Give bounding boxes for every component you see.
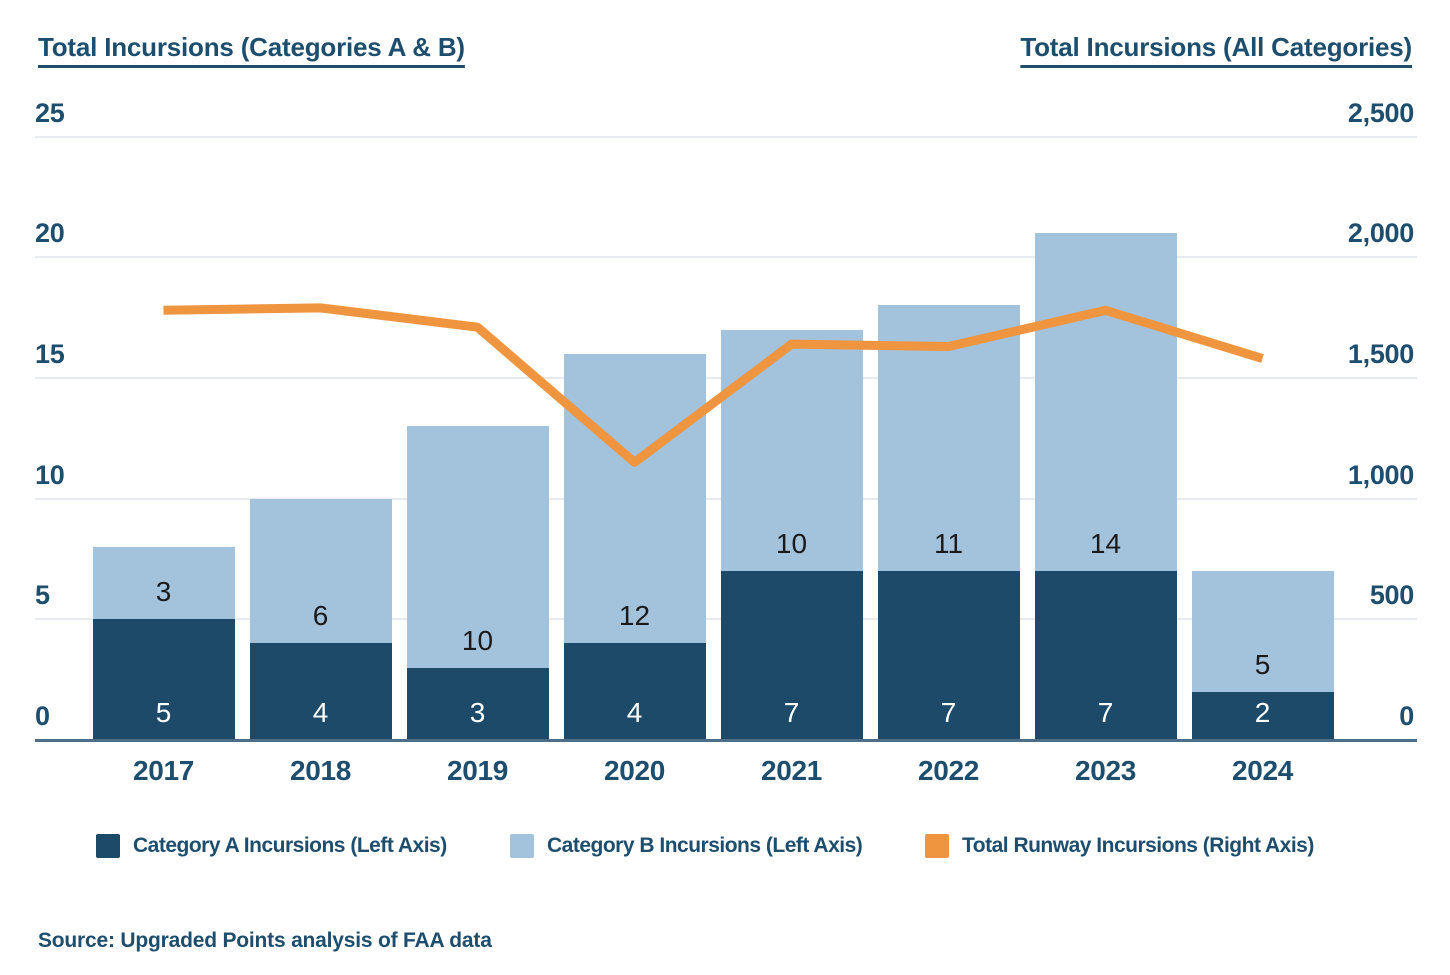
bar-category-a-2024 — [1191, 691, 1334, 740]
legend-label: Category B Incursions (Left Axis) — [547, 834, 863, 857]
bar-value-label-b-2019: 10 — [461, 624, 494, 656]
legend-label: Category A Incursions (Left Axis) — [133, 834, 447, 857]
right-axis-tick-label: 2,000 — [1347, 218, 1414, 249]
bar-value-label-a-2024: 2 — [1254, 697, 1271, 728]
legend-item-2: Category B Incursions (Left Axis) — [510, 834, 863, 858]
bar-value-label-a-2022: 7 — [940, 697, 957, 728]
bar-category-b-2018 — [249, 498, 392, 644]
bar-category-a-2023 — [1034, 571, 1177, 740]
bar-value-label-a-2021: 7 — [783, 697, 800, 728]
gridline — [35, 135, 1417, 138]
left-axis-tick-label: 25 — [35, 97, 65, 128]
right-axis-tick-label: 2,500 — [1347, 97, 1414, 128]
bar-category-b-2023 — [1034, 233, 1177, 571]
gridline — [35, 256, 1417, 259]
bar-value-label-b-2021: 10 — [775, 528, 808, 560]
left-axis-tick-label: 20 — [35, 218, 65, 249]
x-axis-label-2018: 2018 — [289, 755, 352, 786]
x-axis-label-2021: 2021 — [760, 755, 823, 786]
x-axis-label-2020: 2020 — [603, 755, 666, 786]
legend-swatch-icon — [96, 834, 120, 858]
legend-item-3: Total Runway Incursions (Right Axis) — [925, 834, 1314, 858]
right-axis-tick-label: 1,000 — [1347, 459, 1414, 490]
bar-category-a-2021 — [720, 571, 863, 740]
left-axis-title: Total Incursions (Categories A & B) — [38, 32, 465, 62]
bar-category-a-2022 — [877, 571, 1020, 740]
left-axis-tick-label: 0 — [35, 701, 50, 731]
bar-category-a-2020 — [563, 643, 706, 740]
source-note: Source: Upgraded Points analysis of FAA … — [38, 929, 492, 952]
left-axis-tick-label: 5 — [35, 580, 50, 611]
legend-item-1: Category A Incursions (Left Axis) — [96, 834, 447, 858]
bar-value-label-b-2024: 5 — [1254, 648, 1271, 680]
bar-category-b-2024 — [1191, 571, 1334, 692]
right-axis-title: Total Incursions (All Categories) — [1020, 32, 1412, 62]
x-axis-label-2024: 2024 — [1231, 755, 1294, 786]
bar-value-label-b-2022: 11 — [933, 528, 964, 560]
bar-value-label-a-2018: 4 — [312, 697, 329, 728]
left-axis-tick-label: 15 — [35, 338, 65, 369]
bar-value-label-b-2018: 6 — [312, 600, 329, 632]
x-axis-label-2023: 2023 — [1074, 755, 1137, 786]
right-axis-tick-label: 1,500 — [1347, 338, 1414, 369]
bar-value-label-a-2017: 5 — [155, 697, 172, 728]
right-axis-tick-label: 500 — [1369, 580, 1414, 611]
bar-value-label-a-2019: 3 — [469, 697, 486, 728]
legend-label: Total Runway Incursions (Right Axis) — [962, 834, 1314, 857]
bar-category-a-2017 — [92, 619, 235, 740]
right-axis-tick-label: 0 — [1399, 701, 1414, 731]
x-axis-label-2019: 2019 — [446, 755, 509, 786]
bar-value-label-b-2017: 3 — [155, 576, 172, 608]
bar-value-label-a-2020: 4 — [626, 697, 643, 728]
x-axis-label-2017: 2017 — [132, 755, 195, 786]
bar-value-label-a-2023: 7 — [1097, 697, 1114, 728]
x-axis-line — [35, 738, 1417, 742]
legend-swatch-icon — [925, 834, 949, 858]
bar-category-a-2018 — [249, 643, 392, 740]
bar-value-label-b-2023: 14 — [1089, 528, 1122, 560]
x-axis-label-2022: 2022 — [917, 755, 980, 786]
left-axis-tick-label: 10 — [35, 459, 65, 490]
legend-swatch-icon — [510, 834, 534, 858]
bar-category-a-2019 — [406, 667, 549, 740]
bar-value-label-b-2020: 12 — [618, 600, 651, 632]
bar-category-b-2017 — [92, 546, 235, 620]
